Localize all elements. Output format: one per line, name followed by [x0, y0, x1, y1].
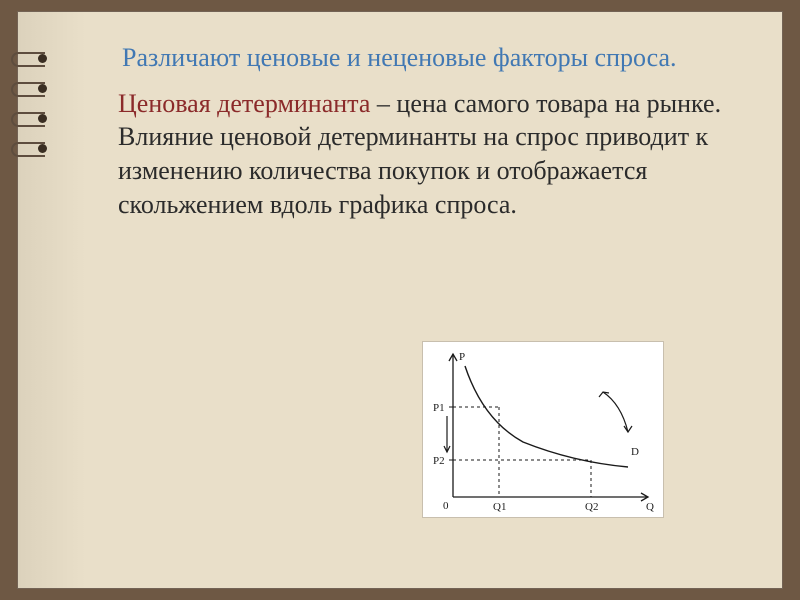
paper-frame: Различают ценовые и неценовые факторы сп… — [18, 12, 782, 588]
svg-text:Q: Q — [646, 501, 654, 513]
slide-heading: Различают ценовые и неценовые факторы сп… — [122, 42, 742, 75]
term-highlight: Ценовая детерминанта — [118, 89, 370, 118]
svg-text:Q1: Q1 — [493, 501, 506, 513]
svg-text:P1: P1 — [433, 402, 445, 414]
svg-text:P2: P2 — [433, 455, 445, 467]
content-area: Различают ценовые и неценовые факторы сп… — [122, 42, 742, 222]
demand-curve-chart: P Q 0 D P1 P2 Q1 Q2 — [423, 342, 663, 517]
binding-gradient — [18, 12, 86, 588]
body-text: Ценовая детерминанта – цена самого товар… — [118, 87, 742, 222]
svg-text:Q2: Q2 — [585, 501, 598, 513]
svg-text:D: D — [631, 446, 639, 458]
chart-svg: P Q 0 D P1 P2 Q1 Q2 — [423, 342, 663, 517]
svg-text:0: 0 — [443, 500, 449, 512]
svg-text:P: P — [459, 351, 465, 363]
